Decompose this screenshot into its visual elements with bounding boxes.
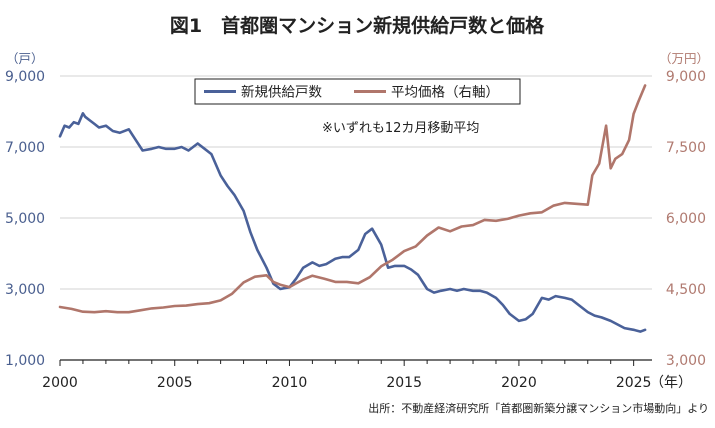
x-tick-label: 2000 xyxy=(42,375,78,391)
legend: 新規供給戸数 平均価格（右軸） xyxy=(194,78,521,105)
right-tick-label: 6,000 xyxy=(666,211,706,227)
legend-label-price: 平均価格（右軸） xyxy=(391,85,499,101)
left-tick-label: 1,000 xyxy=(5,353,45,369)
left-tick-label: 9,000 xyxy=(5,69,45,85)
left-tick-label: 3,000 xyxy=(5,282,45,298)
moving-average-note: ※いずれも12カ月移動平均 xyxy=(322,121,479,136)
right-tick-label: 3,000 xyxy=(666,353,706,369)
supply-line xyxy=(58,112,647,333)
tick-layer: 9,000 7,000 5,000 3,000 1,000 9,000 7,500 6,000… xyxy=(5,69,706,391)
x-tick-label: 2005 xyxy=(157,375,193,391)
left-tick-label: 7,000 xyxy=(5,140,45,156)
right-tick-label: 9,000 xyxy=(666,69,706,85)
x-tick-label: 2015 xyxy=(386,375,422,391)
grid-layer xyxy=(59,75,652,366)
chart-title: 図1 首都圏マンション新規供給戸数と価格 xyxy=(170,14,545,37)
x-tick-label: 2010 xyxy=(272,375,308,391)
x-axis-unit: （年） xyxy=(650,375,692,391)
x-tick-label: 2020 xyxy=(501,375,537,391)
right-axis-unit: （万円） xyxy=(659,51,709,66)
left-axis-unit: （戸） xyxy=(6,51,44,66)
source-note: 出所：不動産経済研究所「首都圏新築分譲マンション市場動向」より xyxy=(368,401,709,415)
right-tick-label: 4,500 xyxy=(666,282,706,298)
legend-label-supply: 新規供給戸数 xyxy=(241,85,322,101)
series-layer xyxy=(58,84,647,333)
price-line xyxy=(58,84,647,314)
left-tick-label: 5,000 xyxy=(5,211,45,227)
right-tick-label: 7,500 xyxy=(666,140,706,156)
x-tick-label: 2025 xyxy=(616,375,652,391)
